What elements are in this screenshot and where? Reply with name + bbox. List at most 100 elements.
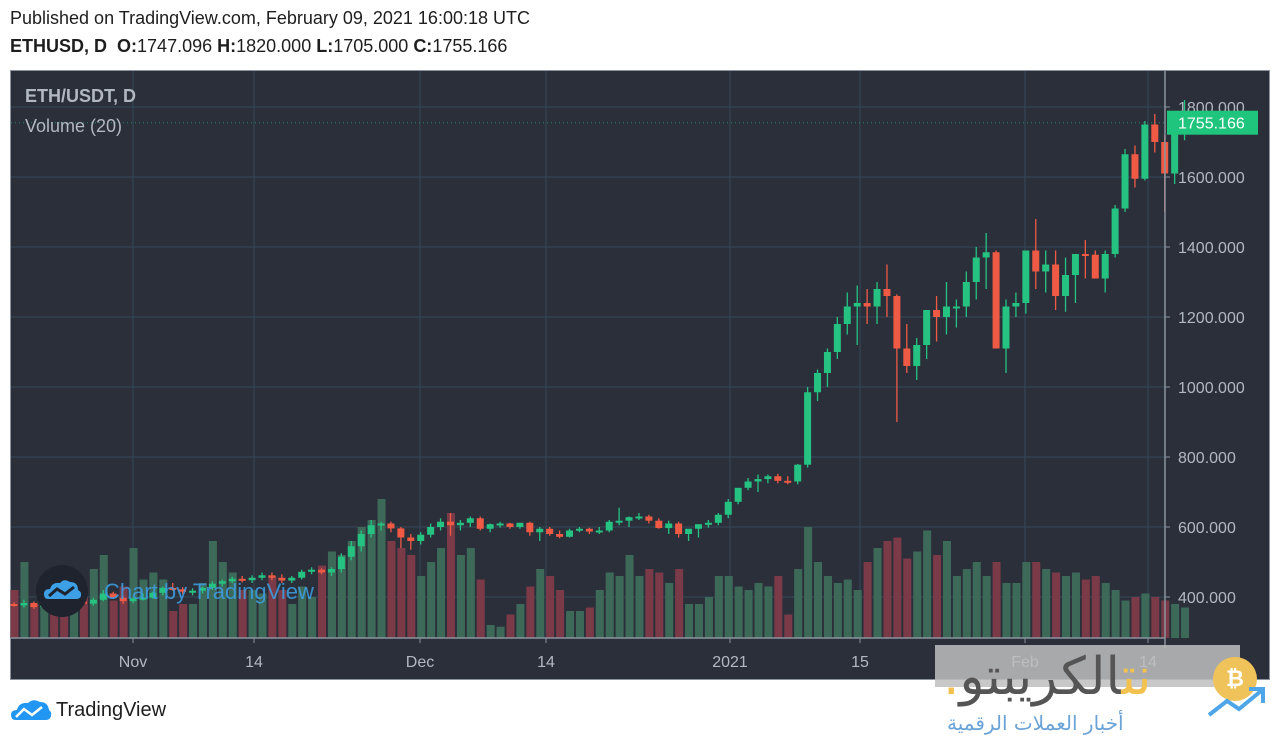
candle[interactable] (397, 527, 405, 548)
candle[interactable] (536, 527, 544, 541)
candle[interactable] (1081, 240, 1089, 279)
candle[interactable] (189, 588, 197, 596)
candle[interactable] (853, 285, 861, 346)
candle[interactable] (139, 593, 147, 601)
candle[interactable] (655, 518, 663, 529)
candle[interactable] (298, 569, 306, 580)
candle[interactable] (843, 292, 851, 335)
candle[interactable] (546, 527, 554, 536)
candle[interactable] (1141, 121, 1149, 181)
candle[interactable] (694, 524, 702, 538)
candle[interactable] (595, 527, 603, 534)
candle[interactable] (992, 250, 1000, 349)
candle[interactable] (1022, 250, 1030, 314)
candle[interactable] (179, 587, 187, 595)
candle[interactable] (804, 387, 812, 468)
candle[interactable] (615, 507, 623, 526)
candle[interactable] (417, 532, 425, 545)
candle[interactable] (149, 591, 157, 599)
candle[interactable] (466, 516, 474, 528)
candle[interactable] (238, 576, 246, 583)
candle[interactable] (942, 282, 950, 335)
candle[interactable] (228, 576, 236, 583)
candle[interactable] (1071, 254, 1079, 303)
candle[interactable] (704, 520, 712, 528)
candle[interactable] (923, 310, 931, 359)
candle[interactable] (159, 586, 167, 596)
candle[interactable] (883, 264, 891, 318)
candle[interactable] (486, 523, 494, 533)
candle[interactable] (893, 294, 901, 422)
candle[interactable] (89, 597, 97, 606)
candle[interactable] (218, 579, 226, 587)
candle[interactable] (357, 530, 365, 552)
candle[interactable] (764, 474, 772, 484)
candle[interactable] (288, 576, 296, 583)
legend-volume[interactable]: Volume (20) (25, 116, 123, 136)
candle[interactable] (1042, 250, 1050, 293)
candle[interactable] (744, 478, 752, 491)
candle[interactable] (814, 369, 822, 402)
candle[interactable] (913, 338, 921, 380)
candle[interactable] (566, 528, 574, 538)
candle[interactable] (585, 527, 593, 534)
candle[interactable] (169, 583, 177, 591)
candle[interactable] (367, 520, 375, 538)
candle[interactable] (962, 271, 970, 318)
candle[interactable] (268, 572, 276, 581)
candle[interactable] (933, 296, 941, 342)
candle[interactable] (625, 516, 633, 528)
candle[interactable] (833, 317, 841, 359)
candle[interactable] (506, 522, 514, 529)
candle[interactable] (645, 514, 653, 524)
candle[interactable] (308, 567, 316, 575)
candle[interactable] (685, 528, 693, 541)
candle[interactable] (863, 289, 871, 324)
candle[interactable] (437, 518, 445, 531)
candle[interactable] (1101, 250, 1109, 293)
candle[interactable] (734, 487, 742, 505)
candle[interactable] (407, 534, 415, 550)
candle[interactable] (1091, 250, 1099, 279)
candle[interactable] (1151, 114, 1159, 153)
candle[interactable] (575, 527, 583, 533)
candle[interactable] (109, 591, 117, 599)
candle[interactable] (427, 523, 435, 538)
candle[interactable] (1032, 219, 1040, 289)
candle[interactable] (377, 521, 385, 531)
candle[interactable] (1111, 205, 1119, 258)
candle[interactable] (605, 520, 613, 533)
candle[interactable] (754, 474, 762, 493)
candle[interactable] (1121, 149, 1129, 212)
candle[interactable] (1062, 257, 1070, 312)
candle[interactable] (476, 516, 484, 531)
candle[interactable] (248, 575, 256, 583)
candle[interactable] (714, 513, 722, 526)
candle[interactable] (20, 599, 28, 608)
candle[interactable] (823, 348, 831, 388)
candle[interactable] (10, 602, 18, 607)
candle[interactable] (496, 521, 504, 528)
candle[interactable] (516, 522, 524, 529)
candle[interactable] (347, 541, 355, 561)
candle[interactable] (327, 567, 335, 576)
candle[interactable] (675, 521, 683, 538)
candle[interactable] (952, 299, 960, 328)
candle[interactable] (387, 521, 395, 533)
candle[interactable] (1002, 299, 1010, 374)
candle[interactable] (1131, 145, 1139, 188)
candle[interactable] (526, 521, 534, 536)
candle[interactable] (784, 476, 792, 485)
candle[interactable] (972, 247, 980, 300)
candle[interactable] (774, 473, 782, 484)
candle[interactable] (99, 590, 107, 602)
candle[interactable] (1012, 292, 1020, 318)
candle[interactable] (724, 499, 732, 519)
candle[interactable] (119, 596, 127, 604)
candle[interactable] (446, 513, 454, 536)
candle[interactable] (258, 572, 266, 581)
candle[interactable] (318, 568, 326, 575)
candle[interactable] (208, 581, 216, 590)
candle[interactable] (278, 574, 286, 583)
